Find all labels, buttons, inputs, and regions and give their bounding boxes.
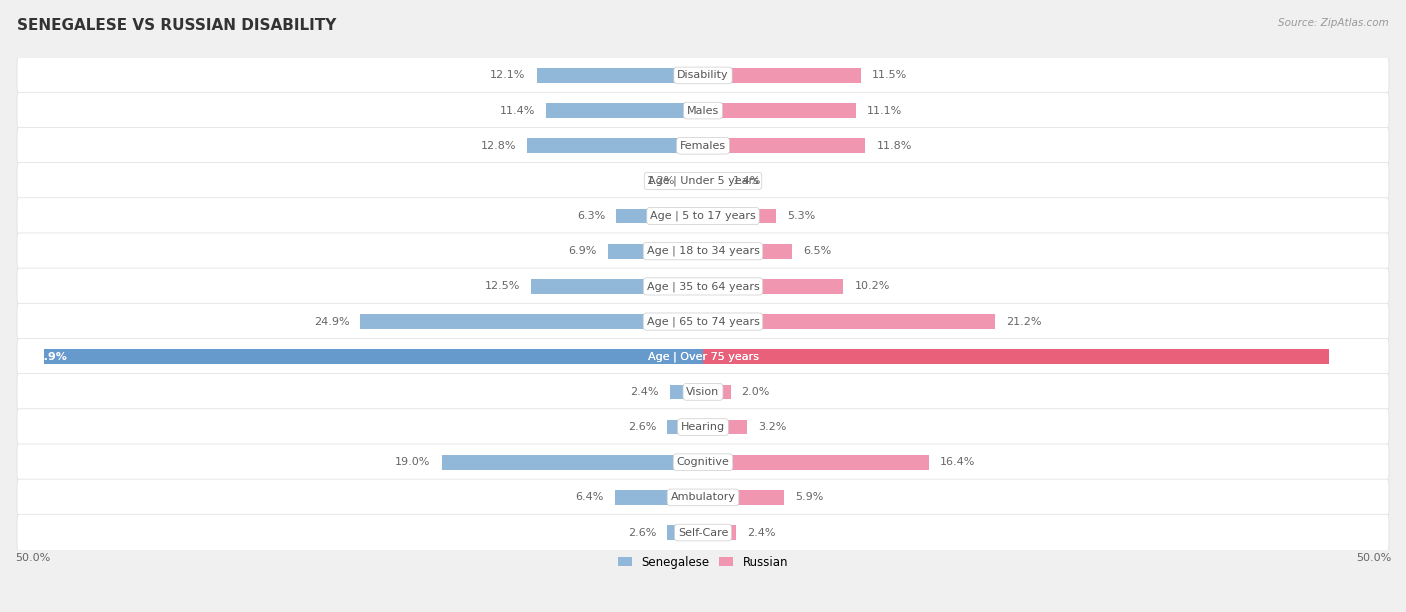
Bar — [703, 244, 793, 259]
FancyBboxPatch shape — [17, 233, 1389, 269]
Bar — [703, 279, 844, 294]
Bar — [703, 455, 929, 469]
Text: 47.9%: 47.9% — [28, 352, 67, 362]
Text: SENEGALESE VS RUSSIAN DISABILITY: SENEGALESE VS RUSSIAN DISABILITY — [17, 18, 336, 34]
Bar — [703, 68, 862, 83]
FancyBboxPatch shape — [17, 514, 1389, 551]
Bar — [703, 314, 994, 329]
Text: Vision: Vision — [686, 387, 720, 397]
Text: 11.8%: 11.8% — [876, 141, 911, 151]
Text: Age | Under 5 years: Age | Under 5 years — [648, 176, 758, 186]
Bar — [668, 525, 703, 540]
Text: 11.4%: 11.4% — [499, 106, 536, 116]
Bar — [703, 384, 731, 399]
FancyBboxPatch shape — [17, 409, 1389, 446]
Bar — [537, 68, 703, 83]
Text: 3.2%: 3.2% — [758, 422, 786, 432]
FancyBboxPatch shape — [17, 338, 1389, 375]
Text: Age | 18 to 34 years: Age | 18 to 34 years — [647, 246, 759, 256]
FancyBboxPatch shape — [17, 304, 1389, 340]
Text: 50.0%: 50.0% — [1355, 553, 1391, 563]
Bar — [703, 490, 785, 505]
FancyBboxPatch shape — [17, 163, 1389, 199]
FancyBboxPatch shape — [17, 198, 1389, 234]
Text: Hearing: Hearing — [681, 422, 725, 432]
Text: Ambulatory: Ambulatory — [671, 493, 735, 502]
Text: 1.4%: 1.4% — [734, 176, 762, 186]
Text: Source: ZipAtlas.com: Source: ZipAtlas.com — [1278, 18, 1389, 28]
Text: Age | 35 to 64 years: Age | 35 to 64 years — [647, 281, 759, 292]
Text: 11.5%: 11.5% — [872, 70, 907, 80]
FancyBboxPatch shape — [17, 127, 1389, 164]
Text: 6.5%: 6.5% — [803, 246, 832, 256]
Text: Cognitive: Cognitive — [676, 457, 730, 467]
Text: 2.4%: 2.4% — [747, 528, 776, 537]
Text: 10.2%: 10.2% — [855, 282, 890, 291]
Text: 6.3%: 6.3% — [576, 211, 606, 221]
Bar — [703, 103, 856, 118]
Text: Males: Males — [688, 106, 718, 116]
Text: 6.4%: 6.4% — [575, 493, 605, 502]
Text: 12.1%: 12.1% — [491, 70, 526, 80]
Text: 19.0%: 19.0% — [395, 457, 430, 467]
Bar — [616, 209, 703, 223]
Text: 5.3%: 5.3% — [787, 211, 815, 221]
Text: 21.2%: 21.2% — [1005, 316, 1042, 327]
Text: 6.9%: 6.9% — [568, 246, 598, 256]
Text: 12.8%: 12.8% — [481, 141, 516, 151]
Text: Age | 65 to 74 years: Age | 65 to 74 years — [647, 316, 759, 327]
Bar — [703, 349, 1329, 364]
Bar — [703, 174, 723, 188]
Text: 2.6%: 2.6% — [628, 528, 657, 537]
Text: 50.0%: 50.0% — [15, 553, 51, 563]
Text: 2.0%: 2.0% — [741, 387, 770, 397]
Bar — [546, 103, 703, 118]
Bar — [668, 420, 703, 435]
Bar — [607, 244, 703, 259]
Bar — [44, 349, 703, 364]
Text: Age | 5 to 17 years: Age | 5 to 17 years — [650, 211, 756, 222]
FancyBboxPatch shape — [17, 373, 1389, 410]
Bar — [686, 174, 703, 188]
Bar — [703, 138, 865, 153]
Text: 16.4%: 16.4% — [939, 457, 974, 467]
Text: 45.5%: 45.5% — [1339, 352, 1378, 362]
FancyBboxPatch shape — [17, 57, 1389, 94]
Text: Females: Females — [681, 141, 725, 151]
Text: Self-Care: Self-Care — [678, 528, 728, 537]
Bar — [360, 314, 703, 329]
FancyBboxPatch shape — [17, 92, 1389, 129]
Bar — [614, 490, 703, 505]
Bar — [703, 209, 776, 223]
Text: 12.5%: 12.5% — [485, 282, 520, 291]
Legend: Senegalese, Russian: Senegalese, Russian — [613, 551, 793, 574]
Text: 1.2%: 1.2% — [647, 176, 675, 186]
Bar — [527, 138, 703, 153]
Bar — [531, 279, 703, 294]
Text: 24.9%: 24.9% — [314, 316, 349, 327]
Text: Disability: Disability — [678, 70, 728, 80]
Bar — [671, 384, 703, 399]
Text: 2.6%: 2.6% — [628, 422, 657, 432]
Text: Age | Over 75 years: Age | Over 75 years — [648, 351, 758, 362]
FancyBboxPatch shape — [17, 479, 1389, 516]
Text: 2.4%: 2.4% — [630, 387, 659, 397]
FancyBboxPatch shape — [17, 268, 1389, 305]
Text: 11.1%: 11.1% — [866, 106, 903, 116]
Bar — [703, 420, 747, 435]
Text: Age | Over 75 years: Age | Over 75 years — [648, 351, 758, 362]
Text: 5.9%: 5.9% — [796, 493, 824, 502]
FancyBboxPatch shape — [17, 444, 1389, 480]
Bar — [703, 525, 735, 540]
Bar — [441, 455, 703, 469]
